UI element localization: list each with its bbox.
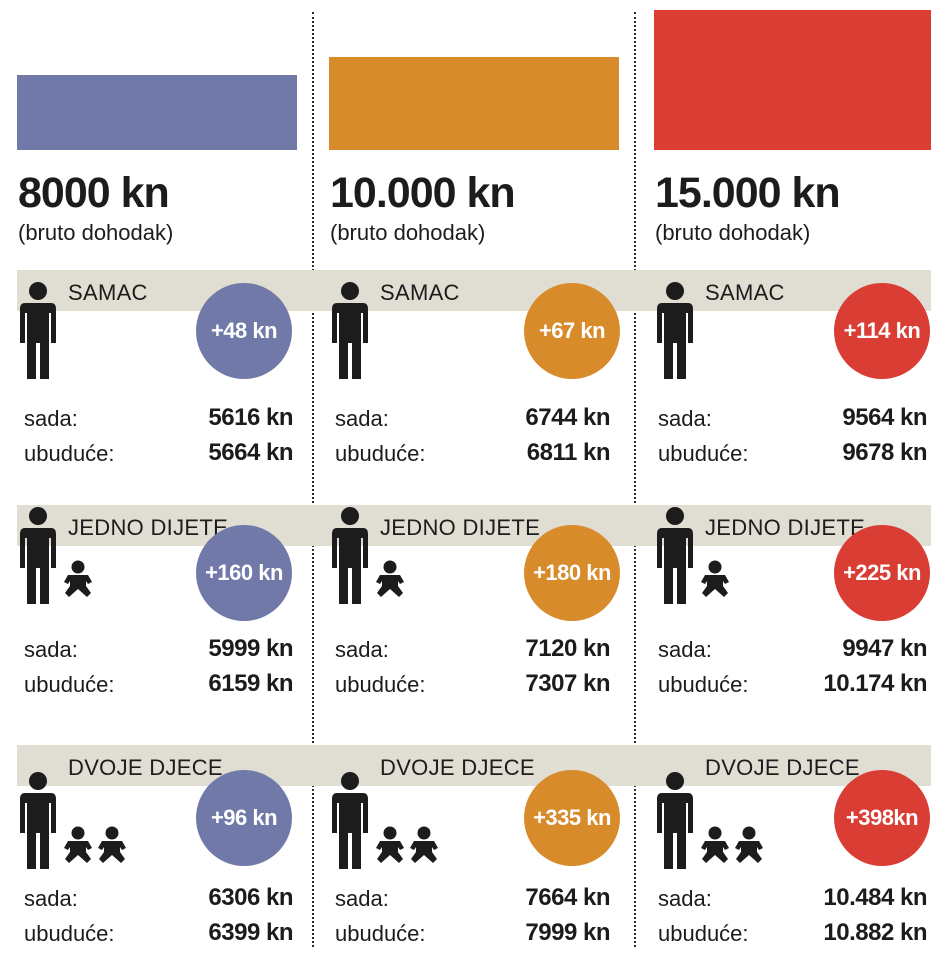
child-icon: [63, 826, 93, 869]
child-icon: [63, 560, 93, 603]
difference-value: +114 kn: [843, 318, 921, 343]
future-label: ubuduće:: [335, 441, 426, 466]
difference-value: +160 kn: [205, 560, 283, 585]
income-title: 15.000 kn: [655, 169, 841, 217]
difference-circle: +96 kn: [196, 770, 292, 866]
future-value: 10.882 kn: [823, 919, 927, 946]
future-value: 6399 kn: [208, 919, 293, 946]
difference-circle: +398kn: [834, 770, 930, 866]
category-label: JEDNO DIJETE: [705, 515, 866, 540]
difference-circle: +180 kn: [524, 525, 620, 621]
income-title: 10.000 kn: [330, 169, 516, 217]
future-label: ubuduće:: [24, 672, 115, 697]
now-value: 10.484 kn: [823, 884, 927, 911]
category-label: JEDNO DIJETE: [380, 515, 541, 540]
difference-value: +225 kn: [843, 560, 921, 585]
now-label: sada:: [335, 886, 389, 911]
now-label: sada:: [24, 406, 78, 431]
difference-value: +48 kn: [210, 318, 278, 343]
child-icon: [409, 826, 439, 869]
adult-icon: [331, 506, 369, 611]
future-label: ubuduće:: [658, 921, 749, 946]
future-value: 10.174 kn: [823, 670, 927, 697]
difference-value: +96 kn: [210, 805, 278, 830]
now-label: sada:: [658, 886, 712, 911]
difference-value: +180 kn: [533, 560, 611, 585]
child-icon: [97, 826, 127, 869]
future-value: 5664 kn: [208, 439, 293, 466]
now-label: sada:: [24, 637, 78, 662]
adult-icon: [19, 771, 57, 876]
adult-icon: [656, 506, 694, 611]
now-label: sada:: [658, 637, 712, 662]
adult-icon: [656, 771, 694, 876]
category-label: DVOJE DJECE: [68, 755, 223, 780]
difference-circle: +225 kn: [834, 525, 930, 621]
now-value: 9947 kn: [842, 635, 927, 662]
child-icon: [375, 826, 405, 869]
difference-circle: +67 kn: [524, 283, 620, 379]
adult-icon: [656, 281, 694, 386]
future-label: ubuduće:: [24, 921, 115, 946]
child-icon: [375, 560, 405, 603]
child-icon: [734, 826, 764, 869]
difference-circle: +48 kn: [196, 283, 292, 379]
adult-icon: [331, 281, 369, 386]
now-label: sada:: [658, 406, 712, 431]
category-label: SAMAC: [380, 280, 460, 305]
adult-icon: [331, 771, 369, 876]
future-value: 7307 kn: [525, 670, 610, 697]
future-label: ubuduće:: [335, 921, 426, 946]
now-value: 6744 kn: [525, 404, 610, 431]
difference-circle: +335 kn: [524, 770, 620, 866]
future-label: ubuduće:: [658, 672, 749, 697]
category-label: DVOJE DJECE: [380, 755, 535, 780]
income-subtitle: (bruto dohodak): [655, 220, 811, 245]
now-value: 7120 kn: [525, 635, 610, 662]
adult-icon: [19, 281, 57, 386]
adult-icon: [19, 506, 57, 611]
future-label: ubuduće:: [24, 441, 115, 466]
now-value: 5616 kn: [208, 404, 293, 431]
now-value: 7664 kn: [525, 884, 610, 911]
category-band: [17, 270, 931, 311]
difference-circle: +160 kn: [196, 525, 292, 621]
column-divider: [312, 12, 314, 947]
difference-value: +398kn: [845, 805, 919, 830]
difference-circle: +114 kn: [834, 283, 930, 379]
future-value: 7999 kn: [525, 919, 610, 946]
child-icon: [700, 560, 730, 603]
now-label: sada:: [24, 886, 78, 911]
future-value: 9678 kn: [842, 439, 927, 466]
now-label: sada:: [335, 406, 389, 431]
income-subtitle: (bruto dohodak): [330, 220, 486, 245]
category-band: [17, 745, 931, 786]
now-label: sada:: [335, 637, 389, 662]
now-value: 6306 kn: [208, 884, 293, 911]
future-label: ubuduće:: [335, 672, 426, 697]
future-value: 6811 kn: [526, 439, 611, 466]
income-bar: [654, 10, 931, 150]
child-icon: [700, 826, 730, 869]
category-band: [17, 505, 931, 546]
income-subtitle: (bruto dohodak): [18, 220, 174, 245]
category-label: SAMAC: [705, 280, 785, 305]
difference-value: +335 kn: [533, 805, 611, 830]
difference-value: +67 kn: [538, 318, 606, 343]
category-label: DVOJE DJECE: [705, 755, 860, 780]
income-bar: [17, 75, 297, 150]
income-title: 8000 kn: [18, 169, 170, 217]
category-label: JEDNO DIJETE: [68, 515, 229, 540]
column-divider: [634, 12, 636, 947]
future-label: ubuduće:: [658, 441, 749, 466]
category-label: SAMAC: [68, 280, 148, 305]
now-value: 5999 kn: [208, 635, 293, 662]
future-value: 6159 kn: [208, 670, 293, 697]
now-value: 9564 kn: [842, 404, 927, 431]
income-bar: [329, 57, 619, 150]
